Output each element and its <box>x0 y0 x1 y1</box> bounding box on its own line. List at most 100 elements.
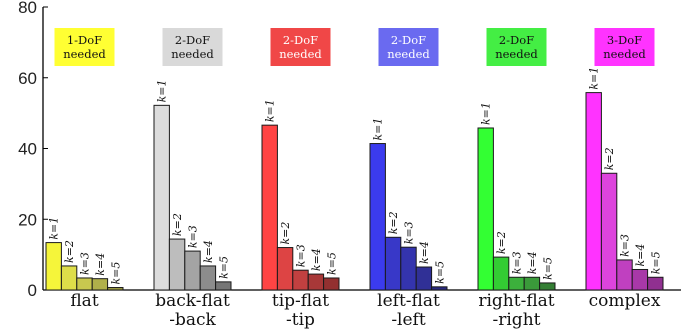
k-label: k=3 <box>79 252 92 275</box>
k-label: k=2 <box>495 231 508 254</box>
category-label: back-flat <box>155 291 230 311</box>
bar-5-k5 <box>647 276 664 291</box>
dof-badge-text: needed <box>387 47 430 61</box>
k-label: k=1 <box>372 118 385 141</box>
k-label: k=3 <box>187 225 200 248</box>
dof-badge-text: needed <box>279 47 322 61</box>
y-tick-label: 60 <box>18 69 37 88</box>
y-tick-label: 40 <box>18 140 37 159</box>
bar-1-k5 <box>215 281 232 291</box>
dof-badge <box>270 28 331 66</box>
bar-2-k2 <box>276 247 294 291</box>
bar-4-k5 <box>539 282 556 291</box>
bar-group-2: k=1 k=2k=3 k=4 k=5 <box>261 99 340 291</box>
category-label: tip-flat <box>272 291 329 311</box>
category-label: -tip <box>286 310 315 330</box>
bar-1-k2 <box>168 238 186 291</box>
category-label: right-flat <box>478 291 554 311</box>
dof-badge-text: 2-DoF <box>391 33 426 47</box>
bar-4-k3 <box>508 276 525 291</box>
bar-2-k4 <box>307 273 325 291</box>
bar-5-k1 <box>585 92 602 291</box>
k-label: k=4 <box>634 244 647 267</box>
dof-badge <box>486 28 547 66</box>
dof-badge <box>162 28 223 66</box>
k-label: k=4 <box>418 241 431 264</box>
bar-4-k4 <box>523 276 541 291</box>
k-label: k=2 <box>387 211 400 234</box>
bar-5-k4 <box>631 268 649 291</box>
k-label: k=3 <box>403 221 416 244</box>
k-label: k=5 <box>109 262 122 285</box>
bar-1-k3 <box>184 250 201 291</box>
bar-4-k1 <box>477 127 494 291</box>
bar-0-k2 <box>60 265 78 291</box>
category-label: -right <box>493 310 541 330</box>
y-tick-label: 0 <box>28 281 37 300</box>
category-label: flat <box>70 291 98 311</box>
y-tick-label: 80 <box>18 0 37 17</box>
bar-0-k4 <box>91 278 109 291</box>
bar-0-k5 <box>107 287 124 291</box>
dof-badge <box>54 28 115 66</box>
dof-badge-text: 2-DoF <box>283 33 318 47</box>
k-label: k=5 <box>217 256 230 279</box>
bar-3-k1 <box>369 143 386 291</box>
k-label: k=2 <box>279 222 292 245</box>
k-label: k=4 <box>94 253 107 276</box>
bar-5-k3 <box>616 259 633 291</box>
category-label: -back <box>169 310 216 330</box>
y-tick-label: 20 <box>18 210 37 229</box>
dof-badge-text: 3-DoF <box>607 33 642 47</box>
bar-group-0: k=1k=2k=3 k=4 k=5 <box>45 217 124 291</box>
bar-4-k2 <box>492 256 510 291</box>
k-label: k=4 <box>202 240 215 263</box>
dof-badge-text: 2-DoF <box>175 33 210 47</box>
dof-badge-text: needed <box>63 47 106 61</box>
dof-badge <box>594 28 655 66</box>
k-label: k=5 <box>433 261 446 284</box>
k-label: k=1 <box>588 67 601 90</box>
k-label: k=1 <box>480 102 493 125</box>
dof-badge-text: needed <box>495 47 538 61</box>
dof-badge-text: needed <box>171 47 214 61</box>
bar-group-5: k=1 k=2 k=3 k=4 k=5 <box>585 67 664 291</box>
dof-badge <box>378 28 439 66</box>
k-label: k=3 <box>619 234 632 257</box>
category-label: left-flat <box>377 291 440 311</box>
k-label: k=4 <box>526 251 539 274</box>
bar-group-1: k=1 k=2k=3k=4k=5 <box>153 79 232 291</box>
category-label: complex <box>589 291 661 311</box>
category-label: -left <box>391 310 426 330</box>
k-label: k=1 <box>156 79 169 102</box>
k-label: k=5 <box>649 251 662 274</box>
k-label: k=1 <box>48 217 61 240</box>
k-label: k=4 <box>310 248 323 271</box>
dof-badge-text: 1-DoF <box>67 33 102 47</box>
k-label: k=5 <box>541 257 554 280</box>
bar-2-k5 <box>323 277 340 291</box>
k-label: k=2 <box>603 147 616 170</box>
bar-0-k1 <box>45 242 62 291</box>
bar-3-k4 <box>415 266 433 291</box>
dof-badge-text: 2-DoF <box>499 33 534 47</box>
bar-5-k2 <box>600 172 618 291</box>
k-label: k=3 <box>295 244 308 267</box>
bar-1-k4 <box>199 265 217 291</box>
bar-2-k3 <box>292 269 309 291</box>
bar-group-4: k=1 k=2k=3 k=4 k=5 <box>477 102 556 291</box>
bar-3-k3 <box>400 246 417 291</box>
k-label: k=1 <box>264 99 277 122</box>
k-label: k=2 <box>63 240 76 263</box>
k-label: k=5 <box>325 252 338 275</box>
bar-1-k1 <box>153 104 170 291</box>
bar-3-k2 <box>384 236 402 291</box>
bar-3-k5 <box>431 286 448 291</box>
bar-group-3: k=1 k=2 k=3k=4k=5 <box>369 118 448 291</box>
bar-2-k1 <box>261 124 278 291</box>
bar-0-k3 <box>76 277 93 291</box>
k-label: k=2 <box>171 213 184 236</box>
k-label: k=3 <box>511 251 524 274</box>
dof-badge-text: needed <box>603 47 646 61</box>
